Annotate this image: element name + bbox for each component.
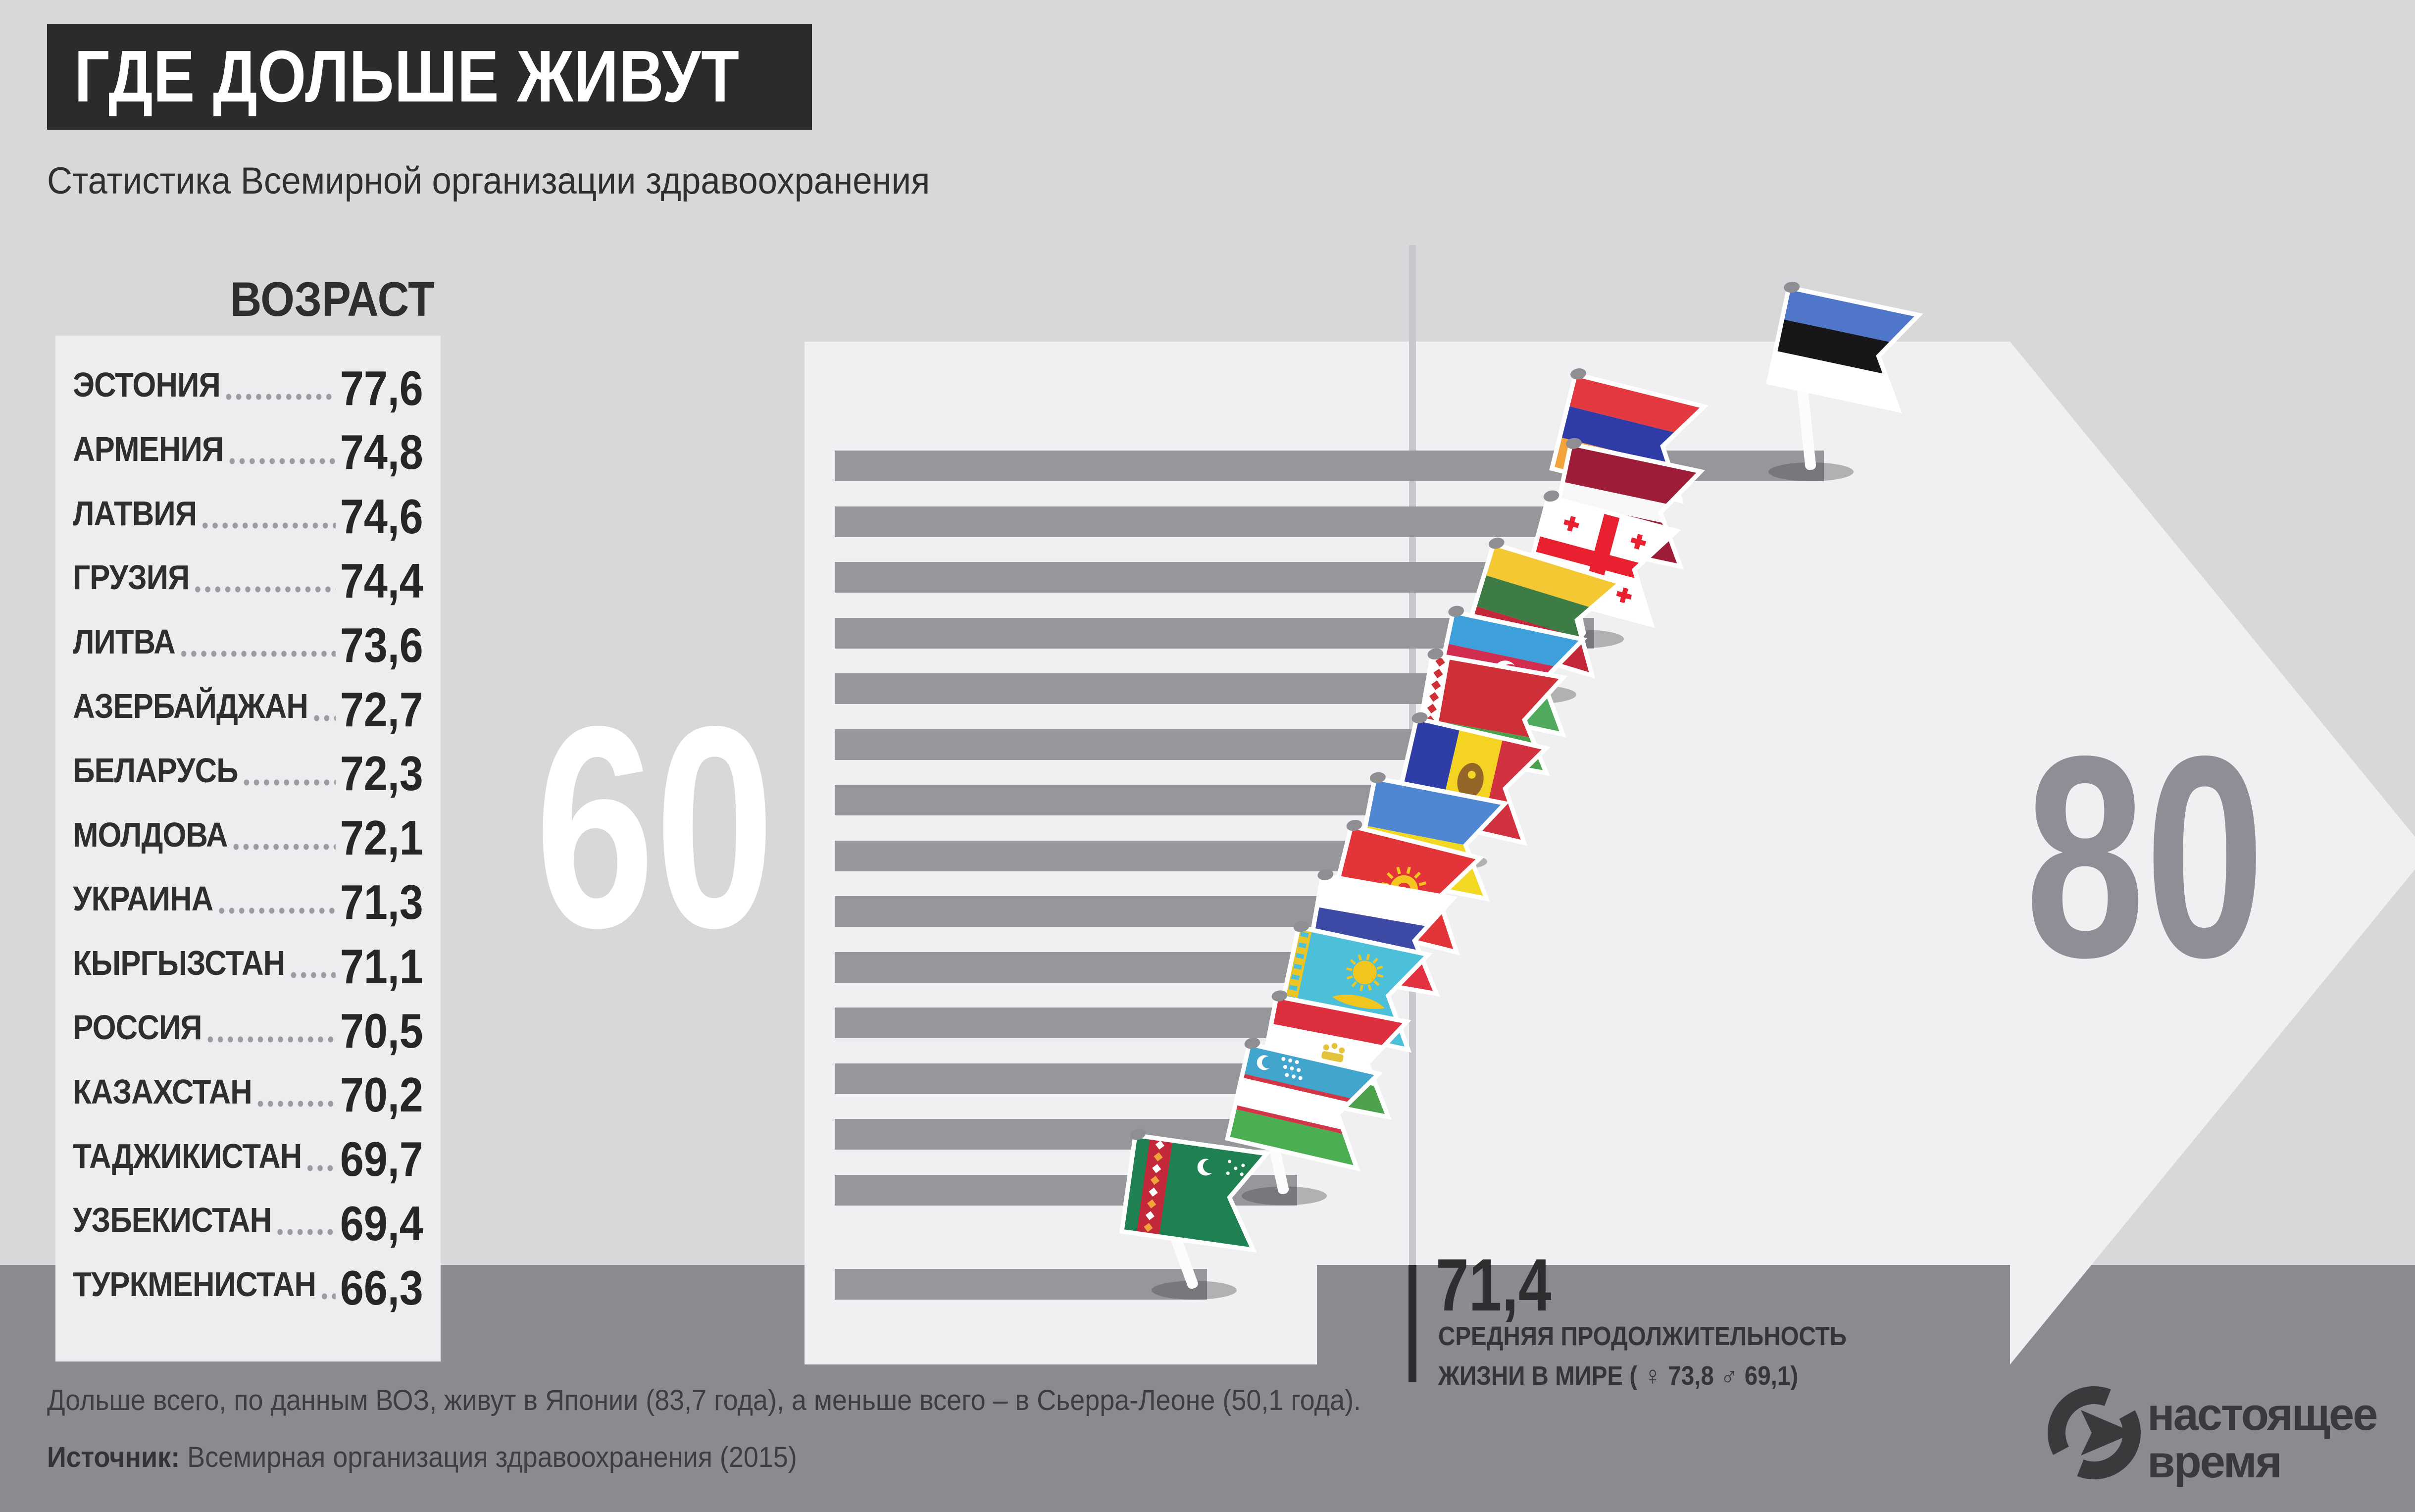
country-name: ЛИТВА bbox=[73, 622, 176, 661]
dotted-leader bbox=[311, 715, 336, 721]
list-item-belarus: БЕЛАРУСЬ 72,3 bbox=[55, 740, 441, 801]
dotted-leader bbox=[231, 843, 336, 850]
list-item-russia: РОССИЯ 70,5 bbox=[55, 997, 441, 1058]
footer-source: Источник: Всемирная организация здравоох… bbox=[47, 1441, 797, 1474]
list-item-armenia: АРМЕНИЯ 74,8 bbox=[55, 419, 441, 480]
dotted-leader bbox=[178, 651, 336, 657]
mean-value: 71,4 bbox=[1436, 1243, 1552, 1326]
title-box: ГДЕ ДОЛЬШЕ ЖИВУТ bbox=[47, 24, 812, 130]
country-value: 74,6 bbox=[340, 489, 423, 544]
logo-line-1: настоящее bbox=[2147, 1389, 2377, 1440]
bar-estonia bbox=[835, 451, 1824, 481]
bar-moldova bbox=[835, 840, 1458, 871]
country-name: ГРУЗИЯ bbox=[73, 558, 190, 597]
bar-armenia bbox=[835, 506, 1618, 537]
list-item-latvia: ЛАТВИЯ 74,6 bbox=[55, 483, 441, 544]
list-item-kazakhstan: КАЗАХСТАН 70,2 bbox=[55, 1061, 441, 1122]
country-value: 74,4 bbox=[340, 554, 423, 608]
source-label: Источник: bbox=[47, 1441, 180, 1473]
dotted-leader bbox=[193, 586, 336, 593]
list-item-georgia: ГРУЗИЯ 74,4 bbox=[55, 547, 441, 608]
country-name: УЗБЕКИСТАН bbox=[73, 1201, 272, 1240]
country-value: 70,5 bbox=[340, 1003, 423, 1058]
country-value: 77,6 bbox=[340, 360, 423, 415]
bar-kazakhstan bbox=[835, 1063, 1345, 1094]
age-header: ВОЗРАСТ bbox=[230, 272, 435, 326]
page-title: ГДЕ ДОЛЬШЕ ЖИВУТ bbox=[74, 36, 740, 117]
country-name: КАЗАХСТАН bbox=[73, 1072, 252, 1111]
footer-note: Дольше всего, по данным ВОЗ, живут в Япо… bbox=[47, 1384, 1361, 1416]
dotted-leader bbox=[319, 1293, 336, 1300]
country-name: МОЛДОВА bbox=[73, 815, 228, 854]
list-item-ukraine: УКРАИНА 71,3 bbox=[55, 868, 441, 930]
country-name: КЫРГЫЗСТАН bbox=[73, 944, 285, 983]
country-name: АРМЕНИЯ bbox=[73, 429, 224, 468]
dotted-leader bbox=[275, 1229, 336, 1236]
mean-label-2: ЖИЗНИ В МИРЕ ( ♀ 73,8 ♂ 69,1) bbox=[1438, 1361, 1799, 1391]
list-item-estonia: ЭСТОНИЯ 77,6 bbox=[55, 354, 441, 415]
brand-logo: настоящее время bbox=[2048, 1386, 2378, 1487]
arrow-shape bbox=[805, 342, 2415, 1364]
bar-georgia bbox=[835, 617, 1594, 649]
bar-belarus bbox=[835, 785, 1469, 815]
mean-line-lower bbox=[1409, 1265, 1416, 1382]
clock-arrow-icon bbox=[2048, 1386, 2141, 1479]
country-name: ТАДЖИКИСТАН bbox=[73, 1136, 302, 1175]
country-value: 69,4 bbox=[340, 1196, 423, 1251]
country-name: УКРАИНА bbox=[73, 879, 213, 918]
list-item-azerbaijan: АЗЕРБАЙДЖАН 72,7 bbox=[55, 676, 441, 737]
country-name: БЕЛАРУСЬ bbox=[73, 751, 238, 790]
list-item-uzbekistan: УЗБЕКИСТАН 69,4 bbox=[55, 1190, 441, 1251]
axis-min-label: 60 bbox=[535, 666, 775, 987]
bar-lithuania bbox=[835, 673, 1547, 704]
list-item-tajikistan: ТАДЖИКИСТАН 69,7 bbox=[55, 1126, 441, 1187]
country-value: 72,7 bbox=[340, 682, 423, 737]
bar-tajikistan bbox=[835, 1119, 1315, 1150]
bar-russia bbox=[835, 1008, 1362, 1038]
country-value: 71,1 bbox=[340, 939, 423, 994]
country-name: ТУРКМЕНИСТАН bbox=[73, 1265, 316, 1304]
bar-latvia bbox=[835, 562, 1606, 593]
country-value: 69,7 bbox=[340, 1132, 423, 1187]
country-value: 74,8 bbox=[340, 425, 423, 480]
country-name: РОССИЯ bbox=[73, 1008, 202, 1047]
list-item-turkmenistan: ТУРКМЕНИСТАН 66,3 bbox=[55, 1254, 441, 1315]
bar-turkmenistan bbox=[835, 1269, 1207, 1300]
bar-uzbekistan bbox=[835, 1174, 1297, 1206]
country-value: 66,3 bbox=[340, 1260, 423, 1315]
country-value: 70,2 bbox=[340, 1067, 423, 1122]
country-name: АЗЕРБАЙДЖАН bbox=[73, 687, 308, 725]
list-item-moldova: МОЛДОВА 72,1 bbox=[55, 805, 441, 865]
subtitle: Статистика Всемирной организации здравоо… bbox=[47, 160, 930, 202]
mean-label-1: СРЕДНЯЯ ПРОДОЛЖИТЕЛЬНОСТЬ bbox=[1438, 1321, 1847, 1351]
bar-kyrgyzstan bbox=[835, 952, 1398, 983]
dotted-leader bbox=[255, 1100, 336, 1107]
dotted-leader bbox=[200, 522, 336, 529]
dotted-leader bbox=[216, 907, 336, 914]
dotted-leader bbox=[223, 394, 336, 400]
country-value: 72,1 bbox=[340, 810, 423, 865]
country-name: ЭСТОНИЯ bbox=[73, 365, 221, 404]
dotted-leader bbox=[205, 1036, 336, 1043]
country-name: ЛАТВИЯ bbox=[73, 494, 197, 533]
source-text: Всемирная организация здравоохранения (2… bbox=[180, 1441, 797, 1473]
country-value: 73,6 bbox=[340, 617, 423, 672]
axis-max-label: 80 bbox=[2025, 696, 2265, 1017]
dotted-leader bbox=[305, 1164, 336, 1171]
dotted-leader bbox=[241, 779, 336, 786]
list-item-lithuania: ЛИТВА 73,6 bbox=[55, 611, 441, 672]
dotted-leader bbox=[288, 972, 336, 979]
country-value: 72,3 bbox=[340, 746, 423, 801]
bar-ukraine bbox=[835, 896, 1410, 927]
list-item-kyrgyzstan: КЫРГЫЗСТАН 71,1 bbox=[55, 933, 441, 994]
dotted-leader bbox=[227, 457, 336, 464]
bar-azerbaijan bbox=[835, 729, 1493, 760]
country-value: 71,3 bbox=[340, 875, 423, 930]
logo-line-2: время bbox=[2147, 1437, 2280, 1487]
